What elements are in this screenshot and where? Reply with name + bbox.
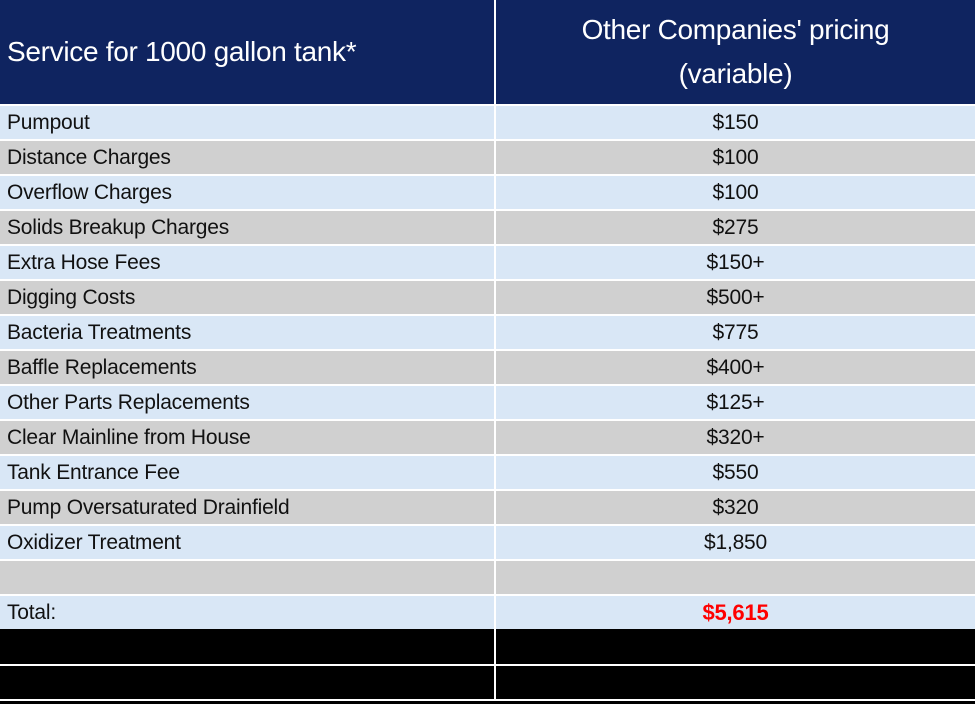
price-cell: $125+ [496, 386, 975, 419]
redacted-price-cell [496, 666, 975, 699]
price-cell: $400+ [496, 351, 975, 384]
redacted-row [0, 666, 975, 699]
total-value-cell: $5,615 [496, 596, 975, 629]
service-cell: Bacteria Treatments [0, 316, 494, 349]
spacer-row [0, 561, 975, 594]
price-cell: $775 [496, 316, 975, 349]
service-cell: Distance Charges [0, 141, 494, 174]
redacted-price-cell [496, 629, 975, 664]
service-cell: Pumpout [0, 106, 494, 139]
header-pricing-label-line2: (variable) [678, 58, 793, 89]
table-row: Bacteria Treatments $775 [0, 316, 975, 349]
table-row: Overflow Charges $100 [0, 176, 975, 209]
empty-price-cell [496, 561, 975, 594]
service-cell: Oxidizer Treatment [0, 526, 494, 559]
table-bottom-border [0, 701, 975, 704]
service-cell: Baffle Replacements [0, 351, 494, 384]
redacted-service-cell [0, 629, 494, 664]
table-row: Baffle Replacements $400+ [0, 351, 975, 384]
table-row: Other Parts Replacements $125+ [0, 386, 975, 419]
table-row: Distance Charges $100 [0, 141, 975, 174]
table-row: Solids Breakup Charges $275 [0, 211, 975, 244]
table-row: Pump Oversaturated Drainfield $320 [0, 491, 975, 524]
table-row: Clear Mainline from House $320+ [0, 421, 975, 454]
header-service-label: Service for 1000 gallon tank* [7, 36, 357, 67]
price-cell: $320+ [496, 421, 975, 454]
price-cell: $320 [496, 491, 975, 524]
price-cell: $150+ [496, 246, 975, 279]
table-row: Pumpout $150 [0, 106, 975, 139]
service-cell: Clear Mainline from House [0, 421, 494, 454]
total-row: Total: $5,615 [0, 596, 975, 629]
service-cell: Overflow Charges [0, 176, 494, 209]
service-cell: Pump Oversaturated Drainfield [0, 491, 494, 524]
service-cell: Other Parts Replacements [0, 386, 494, 419]
price-cell: $100 [496, 141, 975, 174]
price-cell: $150 [496, 106, 975, 139]
header-pricing-label-line1: Other Companies' pricing [581, 14, 890, 45]
total-value: $5,615 [702, 599, 769, 625]
price-cell: $100 [496, 176, 975, 209]
redacted-service-cell [0, 666, 494, 699]
header-service-column: Service for 1000 gallon tank* [0, 0, 494, 104]
price-cell: $550 [496, 456, 975, 489]
table-row: Digging Costs $500+ [0, 281, 975, 314]
empty-service-cell [0, 561, 494, 594]
price-cell: $500+ [496, 281, 975, 314]
price-cell: $1,850 [496, 526, 975, 559]
table-row: Extra Hose Fees $150+ [0, 246, 975, 279]
service-cell: Digging Costs [0, 281, 494, 314]
table-header-row: Service for 1000 gallon tank* Other Comp… [0, 0, 975, 104]
price-cell: $275 [496, 211, 975, 244]
service-cell: Extra Hose Fees [0, 246, 494, 279]
service-cell: Tank Entrance Fee [0, 456, 494, 489]
total-label: Total: [0, 596, 494, 629]
table-row: Oxidizer Treatment $1,850 [0, 526, 975, 559]
service-cell: Solids Breakup Charges [0, 211, 494, 244]
header-pricing-column: Other Companies' pricing (variable) [496, 0, 975, 104]
table-row: Tank Entrance Fee $550 [0, 456, 975, 489]
redacted-row [0, 629, 975, 664]
